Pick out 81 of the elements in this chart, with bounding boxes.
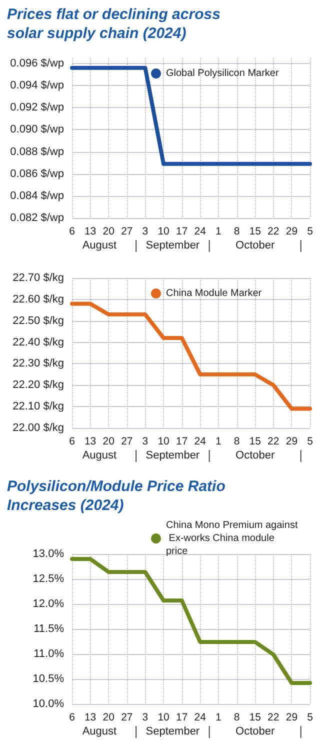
line-series	[70, 302, 312, 411]
x-tick-label: 5	[307, 436, 314, 448]
y-tick-label: 0.090 $/wp	[10, 124, 64, 136]
y-tick-label: 22.40 $/kg	[12, 336, 64, 348]
x-tick-label: 5	[307, 712, 314, 724]
x-tick-label: 8	[234, 226, 240, 238]
x-tick-label: 29	[286, 436, 298, 448]
x-tick-label: 1	[216, 712, 222, 724]
y-tick-label: 0.092 $/wp	[10, 102, 64, 114]
text: October	[236, 450, 275, 462]
y-tick-label: 0.096 $/wp	[10, 58, 64, 70]
x-tick-label: 22	[268, 436, 280, 448]
text: August	[82, 450, 117, 462]
x-tick-label: 20	[102, 226, 115, 238]
x-tick-label: 27	[121, 226, 133, 238]
x-tick-label: 29	[286, 226, 298, 238]
x-tick-label: 17	[176, 712, 188, 724]
y-tick-label: 11.0%	[34, 648, 64, 660]
y-tick-label: 13.0%	[32, 548, 64, 560]
x-tick-label: 1	[216, 226, 222, 238]
y-tick-label: 22.70 $/kg	[12, 272, 64, 284]
x-tick-label: 15	[249, 226, 262, 238]
x-tick-label: 27	[121, 436, 133, 448]
y-tick-label: 0.094 $/wp	[10, 80, 64, 92]
x-tick-label: 10	[158, 436, 170, 448]
x-tick-label: 20	[102, 712, 115, 724]
y-tick-label: 22.00 $/kg	[12, 422, 64, 434]
text: September	[146, 450, 200, 462]
x-tick-label: 3	[142, 712, 148, 724]
x-tick-label: 24	[194, 712, 206, 724]
y-tick-label: 0.082 $/wp	[10, 212, 64, 224]
text: October	[236, 726, 275, 738]
x-tick-label: 10	[158, 712, 170, 724]
y-tick-label: 22.50 $/kg	[12, 314, 64, 327]
x-tick-label: 8	[234, 712, 240, 724]
x-tick-label: 22	[268, 226, 280, 238]
x-tick-label: 6	[69, 226, 76, 238]
x-tick-label: 27	[121, 712, 133, 724]
line-series	[70, 557, 312, 685]
x-tick-label: 6	[69, 712, 76, 724]
x-tick-label: 15	[249, 712, 262, 724]
x-tick-label: 13	[84, 712, 96, 724]
text: September	[146, 726, 200, 738]
x-tick-label: 29	[286, 712, 298, 724]
x-tick-label: 3	[142, 226, 148, 238]
y-tick-label: 12.0%	[32, 598, 64, 610]
x-tick-label: 22	[268, 712, 280, 724]
y-tick-label: 11.5%	[34, 623, 64, 635]
y-tick-label: 0.088 $/wp	[10, 146, 64, 158]
text: August	[82, 726, 117, 738]
y-tick-label: 22.10 $/kg	[12, 400, 64, 413]
legend-label: China Module Marker	[166, 288, 262, 299]
x-tick-label: 15	[249, 436, 262, 448]
x-tick-label: 3	[142, 436, 148, 448]
x-tick-label: 5	[307, 226, 314, 238]
text: August	[82, 240, 117, 252]
y-tick-label: 22.20 $/kg	[12, 379, 64, 392]
chart-title: Prices flat or declining across solar supply chain (2024)	[7, 6, 225, 42]
x-tick-label: 24	[194, 436, 206, 448]
text: September	[146, 240, 200, 252]
legend-label: Global Polysilicon Marker	[166, 68, 280, 79]
x-tick-label: 13	[84, 436, 96, 448]
y-tick-label: 22.30 $/kg	[12, 358, 64, 370]
text: October	[236, 240, 275, 252]
x-tick-label: 17	[176, 436, 188, 448]
chart-title: Polysilicon/Module Price Ratio Increases (2024)	[7, 478, 230, 514]
x-tick-label: 8	[234, 436, 240, 448]
y-tick-label: 10.5%	[32, 673, 64, 685]
y-tick-label: 12.5%	[32, 573, 64, 585]
x-tick-label: 20	[102, 436, 115, 448]
y-tick-label: 0.084 $/wp	[10, 190, 64, 202]
x-tick-label: 13	[84, 226, 96, 238]
x-tick-label: 6	[69, 436, 76, 448]
y-tick-label: 10.0%	[32, 698, 64, 710]
y-tick-label: 22.60 $/kg	[12, 293, 64, 306]
legend-label: China Mono Premium against Ex-works China module price	[166, 520, 298, 557]
x-tick-label: 24	[194, 226, 206, 238]
x-tick-label: 10	[158, 226, 170, 238]
x-tick-label: 17	[176, 226, 188, 238]
y-tick-label: 0.086 $/wp	[10, 168, 64, 180]
x-tick-label: 1	[216, 436, 222, 448]
